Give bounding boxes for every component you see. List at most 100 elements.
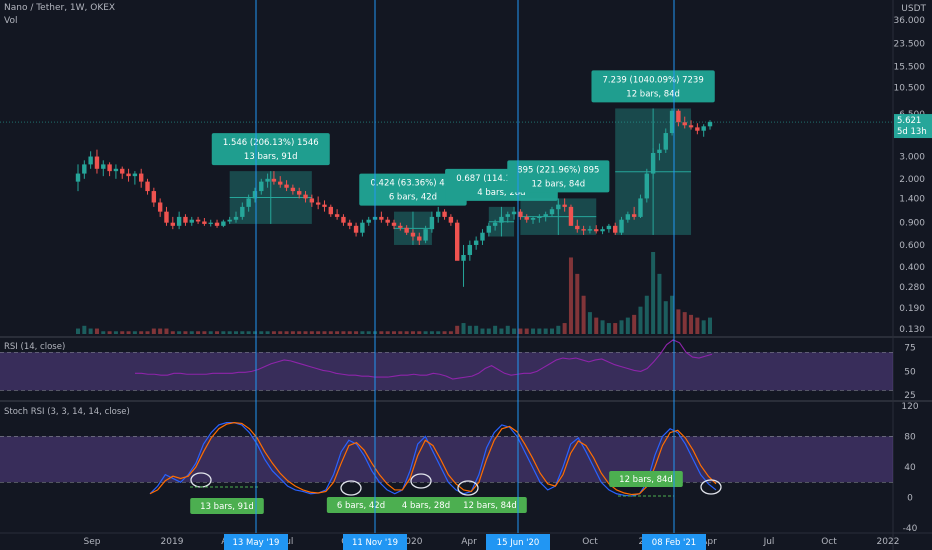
volume-bar — [644, 295, 649, 334]
candle-body — [120, 168, 125, 174]
candle-body — [461, 254, 466, 261]
volume-bar — [689, 314, 694, 334]
price-tick: 0.900 — [899, 219, 925, 229]
volume-bar — [113, 331, 118, 334]
measure-sublabel: 13 bars, 91d — [244, 152, 298, 162]
last-price-value: 5.621 — [897, 116, 921, 126]
volume-bar — [493, 325, 498, 334]
volume-bar — [562, 323, 567, 334]
measure-label-bg — [359, 173, 467, 206]
candle-body — [82, 164, 87, 174]
volume-bar — [638, 306, 643, 334]
candle-body — [391, 222, 397, 226]
candle-body — [492, 222, 498, 226]
volume-bar — [322, 331, 327, 334]
volume-bar — [550, 328, 554, 334]
volume-bar — [196, 331, 201, 334]
candle-body — [101, 164, 106, 169]
candle-body — [568, 206, 574, 226]
volume-bar — [278, 331, 283, 334]
rsi-tick: 50 — [904, 367, 916, 377]
last-price-badge — [894, 114, 932, 139]
candle-body — [423, 229, 428, 241]
annotation-label: 12 bars, 84d — [463, 501, 517, 511]
stoch-tick: 80 — [904, 432, 916, 442]
candle-body — [587, 229, 593, 231]
time-tick: 2019 — [161, 537, 184, 547]
candle-body — [650, 152, 656, 174]
volume-bar — [429, 331, 434, 334]
annotation-label: 13 bars, 91d — [200, 502, 254, 512]
candle-body — [284, 184, 289, 188]
volume-bar — [556, 325, 561, 334]
volume-bar — [625, 317, 630, 334]
candle-body — [455, 222, 460, 261]
volume-bar — [208, 331, 213, 334]
rsi-band — [0, 352, 893, 391]
candle-body — [511, 211, 517, 215]
volume-bar — [76, 328, 80, 334]
stoch-tick: -40 — [903, 524, 918, 534]
vertical-marker-badge — [486, 534, 550, 550]
volume-bar — [682, 312, 687, 334]
volume-bar — [335, 331, 340, 334]
volume-bar — [234, 331, 238, 334]
candle-body — [94, 156, 100, 169]
volume-bar — [657, 273, 662, 334]
candle-body — [638, 198, 643, 217]
time-tick: 2022 — [877, 537, 900, 547]
candle-body — [682, 122, 687, 126]
candle-body — [480, 232, 485, 241]
volume-bar — [448, 331, 453, 334]
annotation-circle — [700, 479, 722, 495]
volume-bar — [360, 331, 365, 334]
candle-body — [701, 126, 706, 131]
candle-body — [315, 202, 321, 205]
candle-body — [676, 110, 681, 123]
volume-bar — [297, 331, 302, 334]
candle-body — [157, 202, 163, 212]
annotation-label-bg — [391, 497, 461, 513]
measure-label-bg — [591, 70, 715, 103]
volume-bar — [227, 331, 232, 334]
candle-body — [360, 222, 365, 233]
price-tick: 23.500 — [894, 39, 926, 49]
time-tick: Sep — [84, 537, 101, 547]
volume-bar — [613, 323, 618, 334]
rsi-tick: 25 — [904, 391, 915, 401]
candle-body — [385, 219, 390, 223]
candle-body — [334, 214, 340, 217]
volume-bar — [284, 331, 289, 334]
candle-body — [297, 191, 302, 195]
candle-body — [366, 219, 371, 223]
candle-body — [126, 173, 131, 177]
annotation-label-bg — [190, 498, 264, 514]
candle-body — [600, 229, 605, 232]
candle-body — [695, 127, 700, 131]
volume-bar — [524, 328, 529, 334]
volume-bar — [82, 325, 87, 334]
annotation-circle — [457, 480, 479, 496]
volume-bar — [189, 331, 194, 334]
candle-body — [442, 211, 447, 217]
volume-bar — [512, 328, 517, 334]
measure-label: 1.546 (206.13%) 1546 — [223, 138, 319, 148]
volume-bar — [290, 331, 295, 334]
measure-sublabel: 12 bars, 84d — [531, 179, 585, 189]
volume-bar — [531, 328, 536, 334]
candle-body — [663, 133, 668, 150]
currency-label: USDT — [901, 4, 926, 14]
candle-body — [265, 178, 270, 182]
volume-bar — [663, 301, 668, 334]
candle-body — [518, 211, 523, 217]
stoch-k-line — [149, 422, 717, 497]
volume-bar — [252, 331, 257, 334]
volume-bar — [316, 331, 321, 334]
price-tick: 0.280 — [899, 283, 925, 293]
volume-bar — [354, 331, 359, 334]
volume-bar — [392, 331, 396, 334]
candle-body — [139, 173, 144, 182]
volume-bar — [537, 328, 542, 334]
annotation-circle — [340, 480, 362, 496]
